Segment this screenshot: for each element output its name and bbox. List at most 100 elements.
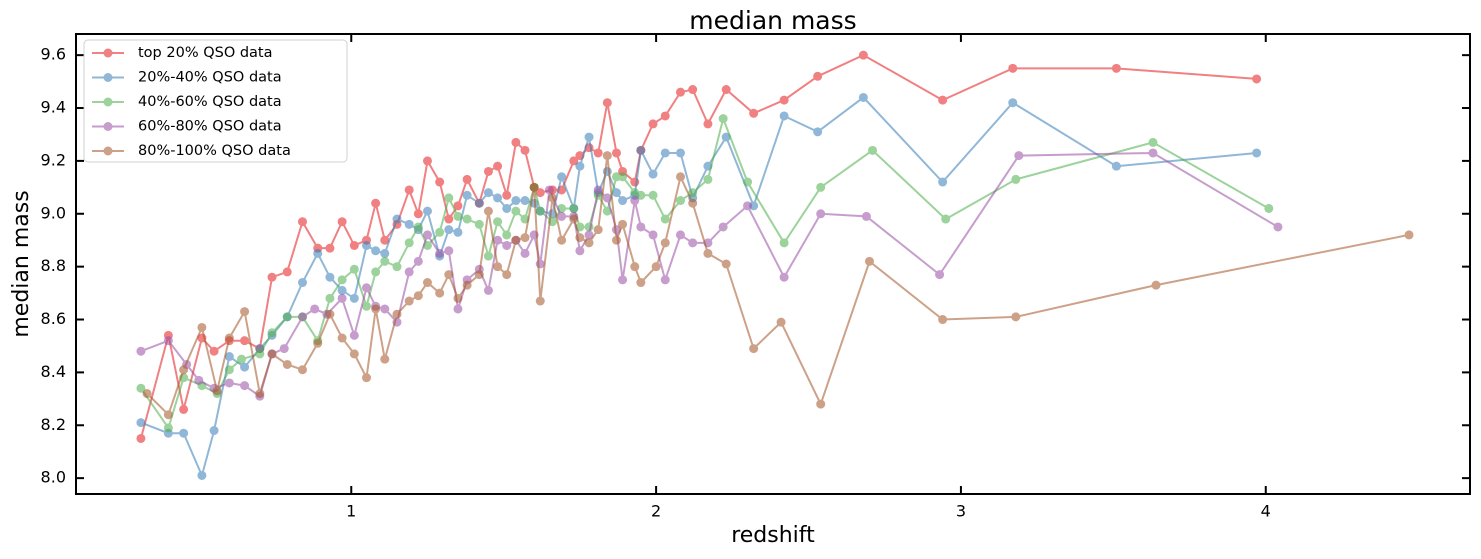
point xyxy=(310,304,320,314)
point xyxy=(371,246,381,256)
point xyxy=(380,304,390,314)
point xyxy=(422,230,432,240)
point xyxy=(267,349,277,359)
y-tick-label: 8.4 xyxy=(41,362,66,381)
y-tick-label: 9.2 xyxy=(41,150,66,169)
point xyxy=(721,85,731,95)
point xyxy=(224,365,234,375)
point xyxy=(380,248,390,258)
point xyxy=(240,336,250,346)
point xyxy=(779,111,789,121)
point xyxy=(404,219,414,229)
legend-label: 60%-80% QSO data xyxy=(138,119,282,135)
series xyxy=(136,148,1283,401)
point xyxy=(511,137,521,147)
point xyxy=(462,190,472,200)
y-axis-label: median mass xyxy=(9,190,34,337)
point xyxy=(474,270,484,280)
point xyxy=(630,196,640,206)
point xyxy=(267,272,277,282)
point xyxy=(483,251,493,261)
legend-marker xyxy=(92,97,124,107)
point xyxy=(197,322,207,332)
point xyxy=(535,188,545,198)
point xyxy=(1011,174,1021,184)
point xyxy=(535,206,545,216)
point xyxy=(337,293,347,303)
point xyxy=(325,243,335,253)
point xyxy=(404,185,414,195)
point xyxy=(675,196,685,206)
point xyxy=(602,151,612,161)
point xyxy=(282,312,292,322)
point xyxy=(749,344,759,354)
legend-label: 80%-100% QSO data xyxy=(138,143,291,159)
point xyxy=(816,182,826,192)
plot-frame xyxy=(75,33,1471,495)
point xyxy=(511,235,521,245)
point xyxy=(618,275,628,285)
point xyxy=(618,196,628,206)
point xyxy=(453,304,463,314)
point xyxy=(362,283,372,293)
point xyxy=(502,270,512,280)
point xyxy=(240,381,250,391)
point xyxy=(718,114,728,124)
point xyxy=(404,238,414,248)
point xyxy=(520,196,530,206)
point xyxy=(313,338,323,348)
point xyxy=(941,214,951,224)
point xyxy=(636,190,646,200)
point xyxy=(325,309,335,319)
point xyxy=(535,296,545,306)
point xyxy=(136,346,146,356)
point xyxy=(212,386,222,396)
point xyxy=(392,262,402,272)
point xyxy=(660,238,670,248)
point xyxy=(557,172,567,182)
point xyxy=(816,399,826,409)
legend-label: top 20% QSO data xyxy=(138,45,273,61)
point xyxy=(1264,203,1274,213)
point xyxy=(938,177,948,187)
point xyxy=(179,365,189,375)
point xyxy=(435,288,445,298)
point xyxy=(611,235,621,245)
point xyxy=(163,410,173,420)
point xyxy=(1111,161,1121,171)
point xyxy=(557,235,567,245)
point xyxy=(569,214,579,224)
point xyxy=(1273,222,1283,232)
point xyxy=(422,278,432,288)
point xyxy=(779,238,789,248)
point xyxy=(718,222,728,232)
legend-dot xyxy=(103,97,113,107)
point xyxy=(502,203,512,213)
point xyxy=(648,230,658,240)
point xyxy=(584,132,594,142)
point xyxy=(938,315,948,325)
point xyxy=(675,87,685,97)
legend-label: 20%-40% QSO data xyxy=(138,70,282,86)
x-tick-label: 2 xyxy=(651,502,661,521)
point xyxy=(349,349,359,359)
point xyxy=(779,272,789,282)
point xyxy=(474,198,484,208)
point xyxy=(935,270,945,280)
legend-marker xyxy=(92,122,124,131)
point xyxy=(520,233,530,243)
point xyxy=(163,336,173,346)
point xyxy=(255,389,265,399)
point xyxy=(938,95,948,105)
point xyxy=(371,198,381,208)
point xyxy=(618,219,628,229)
point xyxy=(444,193,454,203)
point xyxy=(313,248,323,258)
point xyxy=(444,214,454,224)
point xyxy=(136,383,146,393)
point xyxy=(660,148,670,158)
point xyxy=(547,193,557,203)
point xyxy=(593,148,603,158)
point xyxy=(1008,98,1018,108)
